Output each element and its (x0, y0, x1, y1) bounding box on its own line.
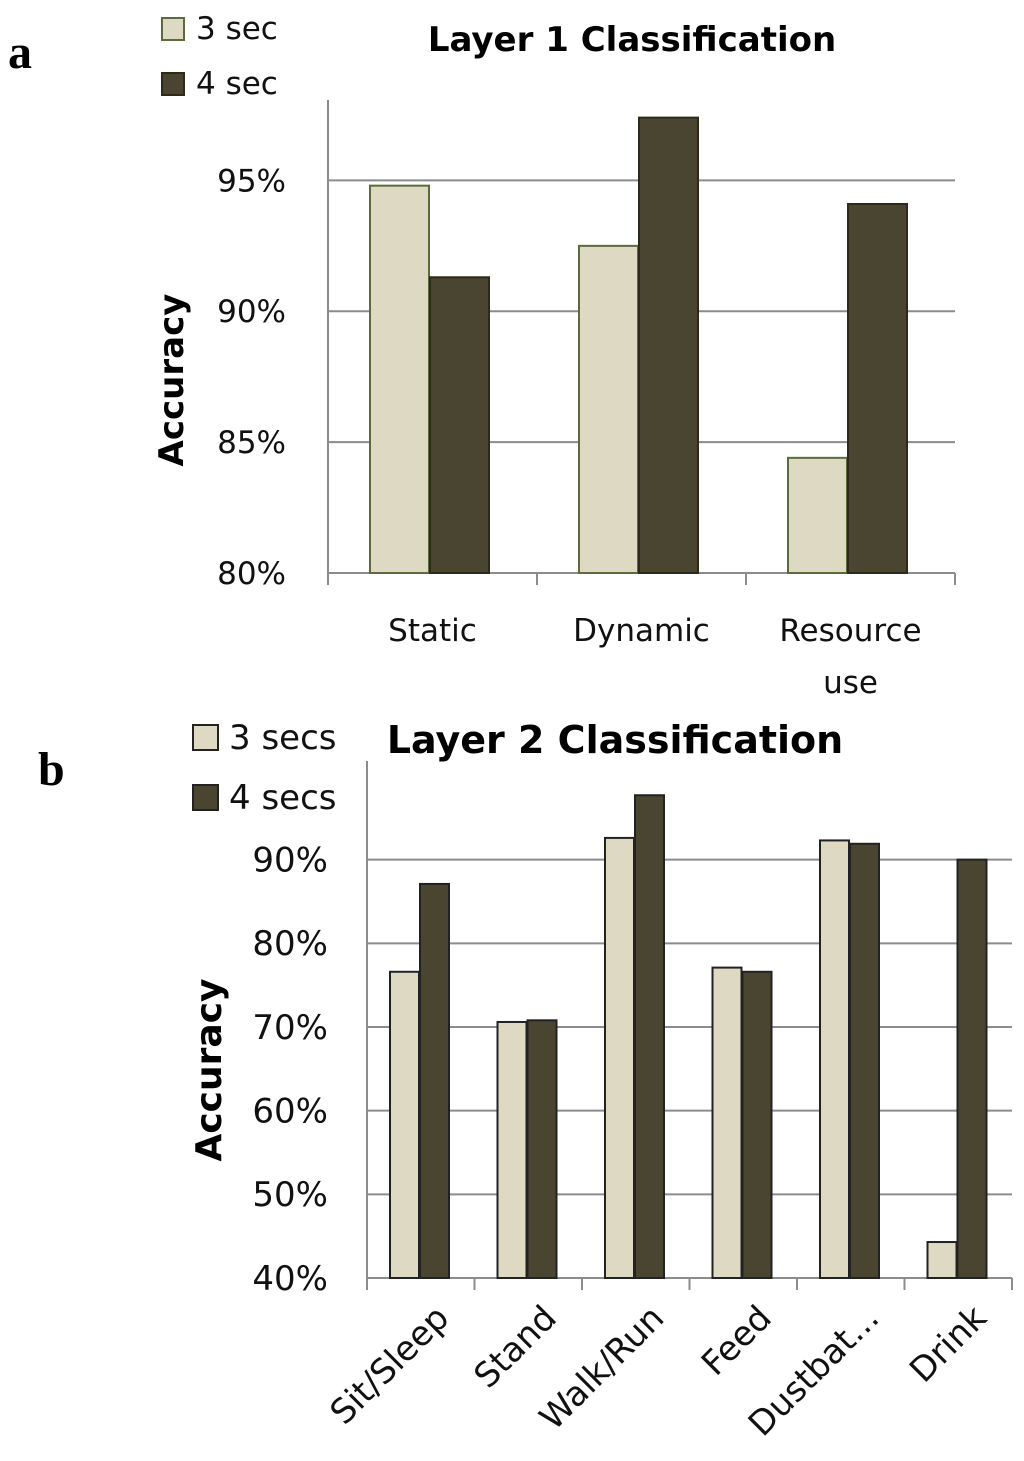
legend-label: 3 secs (229, 718, 336, 758)
category-label: Feed (694, 1298, 780, 1384)
panel-b-label: b (38, 743, 65, 796)
legend-label: 3 sec (196, 11, 278, 47)
legend-swatch (192, 724, 219, 751)
bar-series1 (711, 966, 743, 1279)
bar-series1 (604, 836, 635, 1279)
bar-series2 (849, 842, 880, 1280)
y-tick-label: 60% (252, 1092, 328, 1132)
bar-series1 (369, 184, 430, 574)
bar-series2 (956, 858, 988, 1280)
category-label: Static (388, 613, 477, 649)
legend-label: 4 sec (196, 66, 278, 102)
bar-series2 (634, 794, 665, 1279)
bar-series1 (389, 970, 420, 1280)
bar-series1 (496, 1020, 528, 1279)
bar-series1 (926, 1241, 958, 1279)
y-tick-label: 85% (217, 425, 286, 461)
bar-series2 (419, 882, 450, 1279)
category-label: Dynamic (573, 613, 710, 649)
bar-series1 (787, 456, 848, 574)
y-tick-label: 80% (217, 556, 286, 592)
chart-title: Layer 2 Classification (387, 718, 843, 762)
legend-swatch (161, 17, 185, 41)
y-tick-label: 95% (217, 163, 286, 199)
chart-title: Layer 1 Classification (428, 20, 836, 60)
y-tick-label: 40% (252, 1259, 328, 1299)
panel-a-label: a (8, 26, 32, 79)
chart-a: 80% 85% 90% 95% Static Dynamic Resource use Laye… (152, 11, 956, 701)
bar-series2 (429, 276, 490, 574)
category-label: Drink (902, 1298, 995, 1391)
y-axis-label: Accuracy (152, 294, 192, 467)
y-tick-label: 70% (252, 1008, 328, 1048)
y-tick-label: 90% (217, 294, 286, 330)
y-axis-label: Accuracy (189, 978, 230, 1161)
bar-series1 (578, 244, 639, 574)
y-tick-label: 80% (252, 924, 328, 964)
bar-series1 (819, 839, 850, 1279)
legend-label: 4 secs (229, 778, 336, 818)
bar-series2 (526, 1019, 558, 1279)
category-label: Resource use (779, 613, 921, 701)
y-tick-label: 90% (252, 841, 328, 881)
category-label: Sit/Sleep (323, 1298, 458, 1433)
bar-series2 (741, 970, 773, 1280)
chart-b: 40%50%60%70%80%90%Sit/Sleep StandWalk/Run… (189, 718, 1013, 1444)
category-label: Stand (466, 1298, 564, 1396)
legend-swatch (161, 72, 185, 96)
bar-series2 (847, 202, 908, 575)
y-tick-label: 50% (252, 1175, 328, 1215)
legend-swatch (192, 784, 219, 811)
bar-series2 (638, 116, 699, 574)
